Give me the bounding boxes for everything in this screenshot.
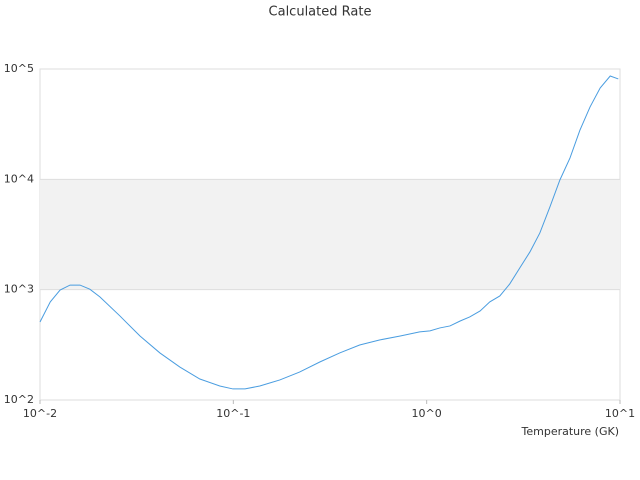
y-tick-label: 10^3 [4, 283, 34, 296]
chart-title: Calculated Rate [269, 5, 372, 20]
x-tick-label: 10^0 [412, 407, 442, 420]
x-tick-label: 10^1 [605, 407, 635, 420]
x-tick-label: 10^-1 [216, 407, 250, 420]
grid-band [40, 179, 620, 290]
y-tick-label: 10^5 [4, 62, 34, 75]
x-axis-label: Temperature (GK) [521, 425, 620, 438]
data-line [39, 75, 619, 390]
y-tick-label: 10^2 [4, 393, 34, 406]
y-tick-label: 10^4 [4, 172, 34, 185]
x-tick-label: 10^-2 [23, 407, 57, 420]
